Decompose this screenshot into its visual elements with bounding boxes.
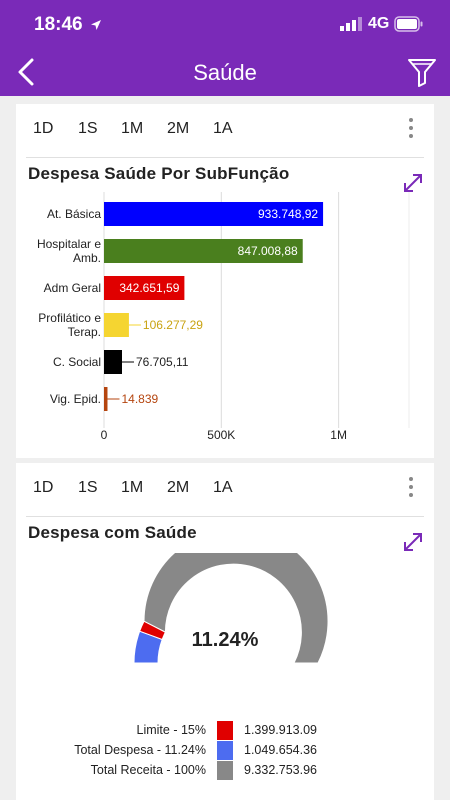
expand-icon[interactable]: [402, 172, 424, 194]
range-1a[interactable]: 1A: [213, 120, 233, 137]
legend-row-limite: Limite - 15% 1.399.913.09: [16, 721, 434, 741]
range-1d[interactable]: 1D: [33, 479, 54, 496]
expand-icon[interactable]: [402, 531, 424, 553]
legend-value: 9.332.753.96: [244, 763, 317, 777]
more-options-icon[interactable]: [406, 118, 416, 144]
gauge-segment-receita[interactable]: [143, 553, 329, 663]
bar[interactable]: [104, 350, 122, 374]
category-label: C. Social: [53, 355, 101, 369]
gauge-chart: [133, 553, 329, 663]
divider: [26, 157, 424, 158]
x-tick-label: 0: [101, 428, 108, 442]
bar-value-label: 106.277,29: [143, 318, 203, 332]
back-arrow-icon[interactable]: [12, 56, 44, 88]
card-despesa-saude: 1D 1S 1M 2M 1A Despesa com Saúde 11.24% …: [16, 463, 434, 800]
gauge-percentage: 11.24%: [191, 629, 259, 651]
range-selector: 1D 1S 1M 2M 1A: [16, 120, 376, 144]
legend-label: Total Despesa - 11.24%: [74, 743, 206, 757]
range-2m[interactable]: 2M: [167, 479, 190, 496]
category-label: Vig. Epid.: [50, 392, 101, 406]
bar-value-label: 847.008,88: [238, 244, 298, 258]
signal-bars-icon: [340, 17, 362, 31]
legend-label: Total Receita - 100%: [90, 763, 206, 777]
category-label: Profilático e Terap.: [38, 311, 101, 339]
app-header: 18:46 4G Saúde: [0, 0, 450, 96]
legend-row-total-despesa: Total Despesa - 11.24% 1.049.654.36: [16, 741, 434, 761]
bar-value-label: 76.705,11: [136, 355, 189, 369]
more-options-icon[interactable]: [406, 477, 416, 503]
bar-value-label: 14.839: [121, 392, 158, 406]
legend-swatch: [217, 741, 233, 760]
range-1s[interactable]: 1S: [78, 479, 98, 496]
bar-value-label: 933.748,92: [258, 207, 318, 221]
bar[interactable]: [104, 313, 129, 337]
range-1s[interactable]: 1S: [78, 120, 98, 137]
range-1m[interactable]: 1M: [121, 479, 144, 496]
bar[interactable]: [104, 276, 185, 300]
legend-value: 1.399.913.09: [244, 723, 317, 737]
status-bar: 18:46 4G: [0, 0, 450, 48]
category-label: Adm Geral: [44, 281, 101, 295]
divider: [26, 516, 424, 517]
nav-bar: Saúde: [0, 48, 450, 96]
range-1d[interactable]: 1D: [33, 120, 54, 137]
filter-icon[interactable]: [406, 56, 438, 88]
location-arrow-icon: [90, 19, 101, 30]
status-time: 18:46: [34, 14, 102, 36]
legend-row-total-receita: Total Receita - 100% 9.332.753.96: [16, 761, 434, 781]
network-type: 4G: [368, 15, 390, 32]
range-2m[interactable]: 2M: [167, 120, 190, 137]
range-1m[interactable]: 1M: [121, 120, 144, 137]
chart-title: Despesa com Saúde: [28, 523, 197, 542]
x-tick-label: 500K: [207, 428, 235, 442]
legend-label: Limite - 15%: [136, 723, 206, 737]
legend-swatch: [217, 721, 233, 740]
page-title: Saúde: [193, 60, 257, 85]
chart-title: Despesa Saúde Por SubFunção: [28, 164, 290, 183]
bar-value-label: 342.651,59: [119, 281, 179, 295]
bar[interactable]: [104, 387, 108, 411]
card-despesa-subfuncao: 1D 1S 1M 2M 1A Despesa Saúde Por SubFunç…: [16, 104, 434, 458]
battery-icon: [394, 16, 423, 32]
bar[interactable]: [104, 202, 324, 226]
range-selector: 1D 1S 1M 2M 1A: [16, 479, 376, 503]
bar[interactable]: [104, 239, 303, 263]
status-time-text: 18:46: [34, 14, 83, 35]
legend-value: 1.049.654.36: [244, 743, 317, 757]
x-tick-label: 1M: [330, 428, 347, 442]
range-1a[interactable]: 1A: [213, 479, 233, 496]
legend-swatch: [217, 761, 233, 780]
category-label: At. Básica: [47, 207, 101, 221]
category-label: Hospitalar e Amb.: [37, 237, 101, 265]
